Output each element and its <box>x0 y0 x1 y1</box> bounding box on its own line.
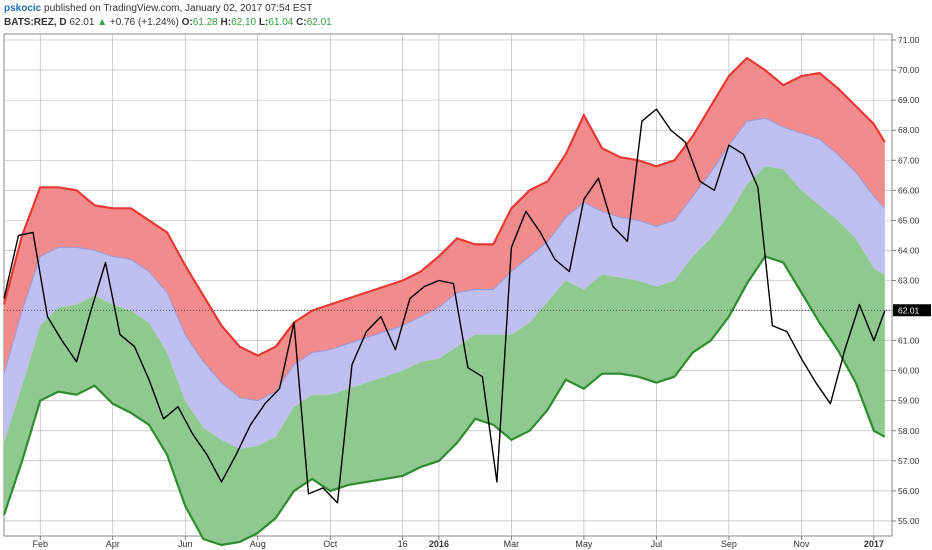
basis-line <box>3 117 886 402</box>
y-tick-label: 67.00 <box>898 155 920 165</box>
lower-band-fill <box>4 166 885 546</box>
high-label: H: <box>220 17 232 28</box>
high-value: 62.10 <box>231 17 257 28</box>
open-label: O: <box>181 17 193 28</box>
y-tick-label: 59.00 <box>898 396 920 406</box>
price-line <box>3 108 886 504</box>
y-tick-label: 55.00 <box>898 516 920 526</box>
bands <box>2 56 886 547</box>
x-axis: Feb Apr Jun Aug Oct 16 2016 Mar May Jul Sep Nov 2017 <box>32 536 884 549</box>
close-label: C: <box>296 17 307 28</box>
x-tick-label: Oct <box>323 539 338 549</box>
chart-header-line2: BATS:REZ, D 62.01 ▲ +0.76 (+1.24%) O:61.… <box>4 17 332 28</box>
last-price-badge <box>893 304 931 317</box>
x-tick-label: 2017 <box>864 539 884 549</box>
x-tick-label: Sep <box>721 539 737 549</box>
y-tick-label: 71.00 <box>898 35 920 45</box>
last-price-marker: 62.01 <box>4 304 931 317</box>
chart-header-line1: pskocic published on TradingView.com, Ja… <box>4 3 312 14</box>
x-tick-label: Nov <box>793 539 810 549</box>
y-tick-label: 65.00 <box>898 215 920 225</box>
symbol-label: BATS:REZ, D <box>4 17 67 28</box>
middle-band-fill <box>4 118 885 449</box>
x-tick-label: 2016 <box>429 539 449 549</box>
x-tick-label: May <box>575 539 593 549</box>
low-label: L: <box>258 17 269 28</box>
price-series <box>3 108 886 504</box>
lower-band-line <box>2 255 886 547</box>
x-tick-label: Mar <box>504 539 520 549</box>
low-value: 61.04 <box>268 17 294 28</box>
x-tick-label: Jun <box>178 539 193 549</box>
x-tick-label: Aug <box>250 539 266 549</box>
y-tick-label: 61.00 <box>898 336 920 346</box>
open-value: 61.28 <box>192 17 218 28</box>
y-tick-label: 70.00 <box>898 65 920 75</box>
y-tick-label: 60.00 <box>898 366 920 376</box>
y-tick-label: 64.00 <box>898 245 920 255</box>
x-tick-label: Jul <box>651 539 663 549</box>
last-price: 62.01 <box>69 17 95 28</box>
y-tick-label: 58.00 <box>898 426 920 436</box>
published-text: published on TradingView.com, January 02… <box>44 3 313 14</box>
close-value: 62.01 <box>306 17 332 28</box>
y-tick-label: 68.00 <box>898 125 920 135</box>
y-tick-label: 69.00 <box>898 95 920 105</box>
x-tick-label: 16 <box>398 539 408 549</box>
y-tick-label: 63.00 <box>898 275 920 285</box>
x-tick-label: Feb <box>32 539 48 549</box>
upper-band-line <box>2 56 886 357</box>
y-axis: 55.0056.0057.0058.0059.0060.0061.0062.00… <box>892 35 920 526</box>
last-price-label: 62.01 <box>898 305 920 315</box>
price-change: +0.76 (+1.24%) <box>109 17 179 28</box>
x-tick-label: Apr <box>106 539 120 549</box>
upper-band-fill <box>4 58 885 401</box>
y-tick-label: 66.00 <box>898 185 920 195</box>
up-arrow-icon: ▲ <box>97 17 108 28</box>
author-link[interactable]: pskocic <box>4 3 42 14</box>
y-tick-label: 57.00 <box>898 456 920 466</box>
y-tick-label: 56.00 <box>898 486 920 496</box>
